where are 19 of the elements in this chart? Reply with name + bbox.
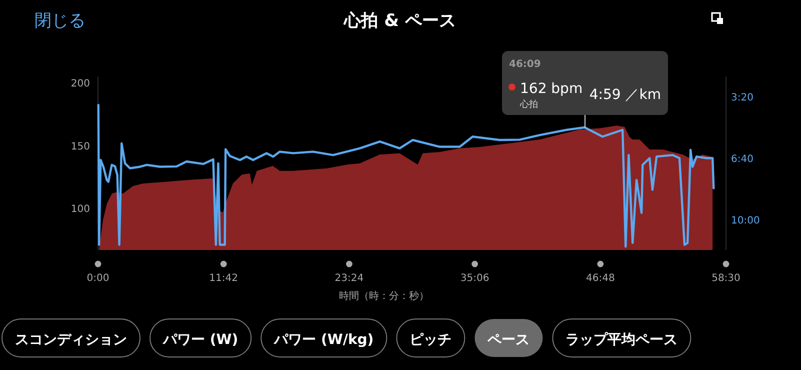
y2-tick-label: 6:40 xyxy=(731,154,754,165)
y-tick-label: 150 xyxy=(70,141,90,152)
x-tick-label: 46:48 xyxy=(586,273,615,284)
chart-title: 心拍 & ペース xyxy=(343,11,456,31)
y2-tick-label: 3:20 xyxy=(731,92,754,104)
x-tick-label: 58:30 xyxy=(712,273,740,284)
x-axis-title: 時間（時：分：秒） xyxy=(339,290,429,302)
annotation: 162 bpm xyxy=(520,81,583,97)
x-tick-label: 35:06 xyxy=(460,273,490,284)
annotation: 4:59 ／km xyxy=(589,87,661,103)
tooltip: 46:09 162 bpm 心拍 4:59 ／km xyxy=(502,51,668,128)
x-tick-label: 11:42 xyxy=(209,273,238,284)
y2-tick-label: 10:00 xyxy=(731,215,760,226)
y-tick-label: 100 xyxy=(70,204,90,216)
buttons: スコンディション パワー (W) パワー (W/kg) ピッチ ペース ラップ平均ペース xyxy=(2,318,692,358)
y-tick-label: 200 xyxy=(70,78,90,90)
text: 閉じる xyxy=(34,11,86,31)
x-tick-label: 0:00 xyxy=(86,273,110,284)
x-tick-label: 23:24 xyxy=(334,273,364,284)
